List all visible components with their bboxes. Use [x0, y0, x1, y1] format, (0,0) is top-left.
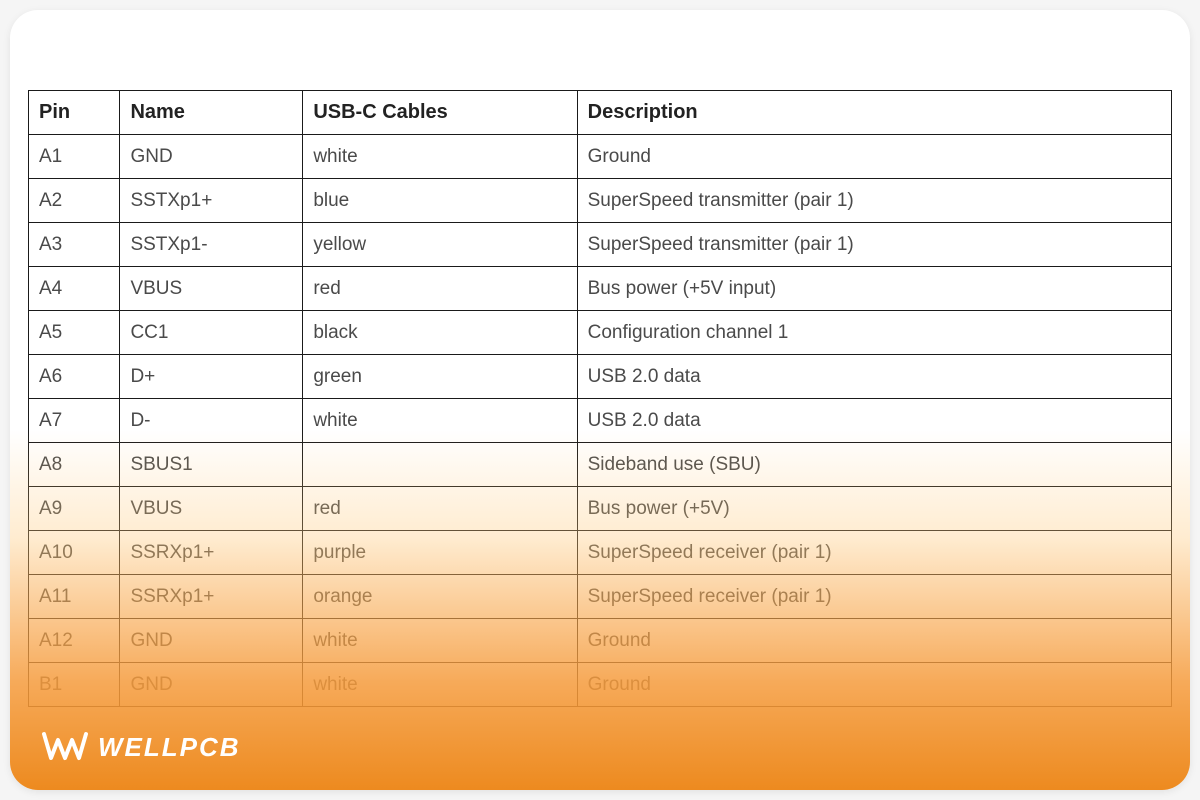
cell-cable: black — [303, 311, 577, 355]
cell-name: CC1 — [120, 311, 303, 355]
cell-name: SSTXp1- — [120, 223, 303, 267]
cell-desc: Bus power (+5V) — [577, 487, 1171, 531]
cell-name: VBUS — [120, 267, 303, 311]
table-wrapper: Pin Name USB-C Cables Description A1 GND… — [28, 90, 1172, 707]
cell-desc: Ground — [577, 135, 1171, 179]
brand-name: WELLPCB — [98, 732, 241, 763]
cell-cable: red — [303, 267, 577, 311]
table-row: A9 VBUS red Bus power (+5V) — [29, 487, 1172, 531]
col-header-pin: Pin — [29, 91, 120, 135]
cell-pin: A4 — [29, 267, 120, 311]
cell-desc: Ground — [577, 619, 1171, 663]
cell-desc: USB 2.0 data — [577, 399, 1171, 443]
cell-cable: white — [303, 663, 577, 707]
card: Pin Name USB-C Cables Description A1 GND… — [10, 10, 1190, 790]
cell-desc: SuperSpeed receiver (pair 1) — [577, 575, 1171, 619]
col-header-name: Name — [120, 91, 303, 135]
table-row: A7 D- white USB 2.0 data — [29, 399, 1172, 443]
cell-cable: yellow — [303, 223, 577, 267]
cell-pin: A3 — [29, 223, 120, 267]
cell-cable: white — [303, 399, 577, 443]
cell-desc: SuperSpeed receiver (pair 1) — [577, 531, 1171, 575]
cell-name: D- — [120, 399, 303, 443]
cell-pin: A8 — [29, 443, 120, 487]
cell-name: D+ — [120, 355, 303, 399]
table-row: A12 GND white Ground — [29, 619, 1172, 663]
table-row: A8 SBUS1 Sideband use (SBU) — [29, 443, 1172, 487]
cell-pin: A10 — [29, 531, 120, 575]
cell-name: GND — [120, 135, 303, 179]
table-row: A5 CC1 black Configuration channel 1 — [29, 311, 1172, 355]
table-body: A1 GND white Ground A2 SSTXp1+ blue Supe… — [29, 135, 1172, 707]
cell-name: GND — [120, 619, 303, 663]
table-row: A4 VBUS red Bus power (+5V input) — [29, 267, 1172, 311]
cell-pin: A11 — [29, 575, 120, 619]
cell-name: VBUS — [120, 487, 303, 531]
cell-desc: Sideband use (SBU) — [577, 443, 1171, 487]
cell-cable — [303, 443, 577, 487]
cell-cable: orange — [303, 575, 577, 619]
table-row: A1 GND white Ground — [29, 135, 1172, 179]
col-header-cables: USB-C Cables — [303, 91, 577, 135]
cell-pin: A6 — [29, 355, 120, 399]
brand-logo-icon — [42, 730, 88, 764]
cell-cable: blue — [303, 179, 577, 223]
cell-cable: purple — [303, 531, 577, 575]
table-row: A11 SSRXp1+ orange SuperSpeed receiver (… — [29, 575, 1172, 619]
cell-pin: A5 — [29, 311, 120, 355]
cell-desc: Ground — [577, 663, 1171, 707]
cell-name: GND — [120, 663, 303, 707]
cell-pin: A9 — [29, 487, 120, 531]
cell-cable: red — [303, 487, 577, 531]
brand-footer: WELLPCB — [42, 730, 241, 764]
cell-desc: Configuration channel 1 — [577, 311, 1171, 355]
cell-cable: white — [303, 619, 577, 663]
cell-name: SBUS1 — [120, 443, 303, 487]
cell-pin: A7 — [29, 399, 120, 443]
cell-desc: SuperSpeed transmitter (pair 1) — [577, 223, 1171, 267]
cell-cable: white — [303, 135, 577, 179]
cell-pin: B1 — [29, 663, 120, 707]
cell-name: SSRXp1+ — [120, 575, 303, 619]
table-row: A3 SSTXp1- yellow SuperSpeed transmitter… — [29, 223, 1172, 267]
table-header-row: Pin Name USB-C Cables Description — [29, 91, 1172, 135]
cell-cable: green — [303, 355, 577, 399]
table-row: A2 SSTXp1+ blue SuperSpeed transmitter (… — [29, 179, 1172, 223]
cell-pin: A12 — [29, 619, 120, 663]
cell-desc: USB 2.0 data — [577, 355, 1171, 399]
cell-pin: A2 — [29, 179, 120, 223]
cell-pin: A1 — [29, 135, 120, 179]
cell-desc: SuperSpeed transmitter (pair 1) — [577, 179, 1171, 223]
table-row: A10 SSRXp1+ purple SuperSpeed receiver (… — [29, 531, 1172, 575]
col-header-description: Description — [577, 91, 1171, 135]
pinout-table: Pin Name USB-C Cables Description A1 GND… — [28, 90, 1172, 707]
cell-name: SSTXp1+ — [120, 179, 303, 223]
cell-desc: Bus power (+5V input) — [577, 267, 1171, 311]
table-row: B1 GND white Ground — [29, 663, 1172, 707]
table-row: A6 D+ green USB 2.0 data — [29, 355, 1172, 399]
cell-name: SSRXp1+ — [120, 531, 303, 575]
